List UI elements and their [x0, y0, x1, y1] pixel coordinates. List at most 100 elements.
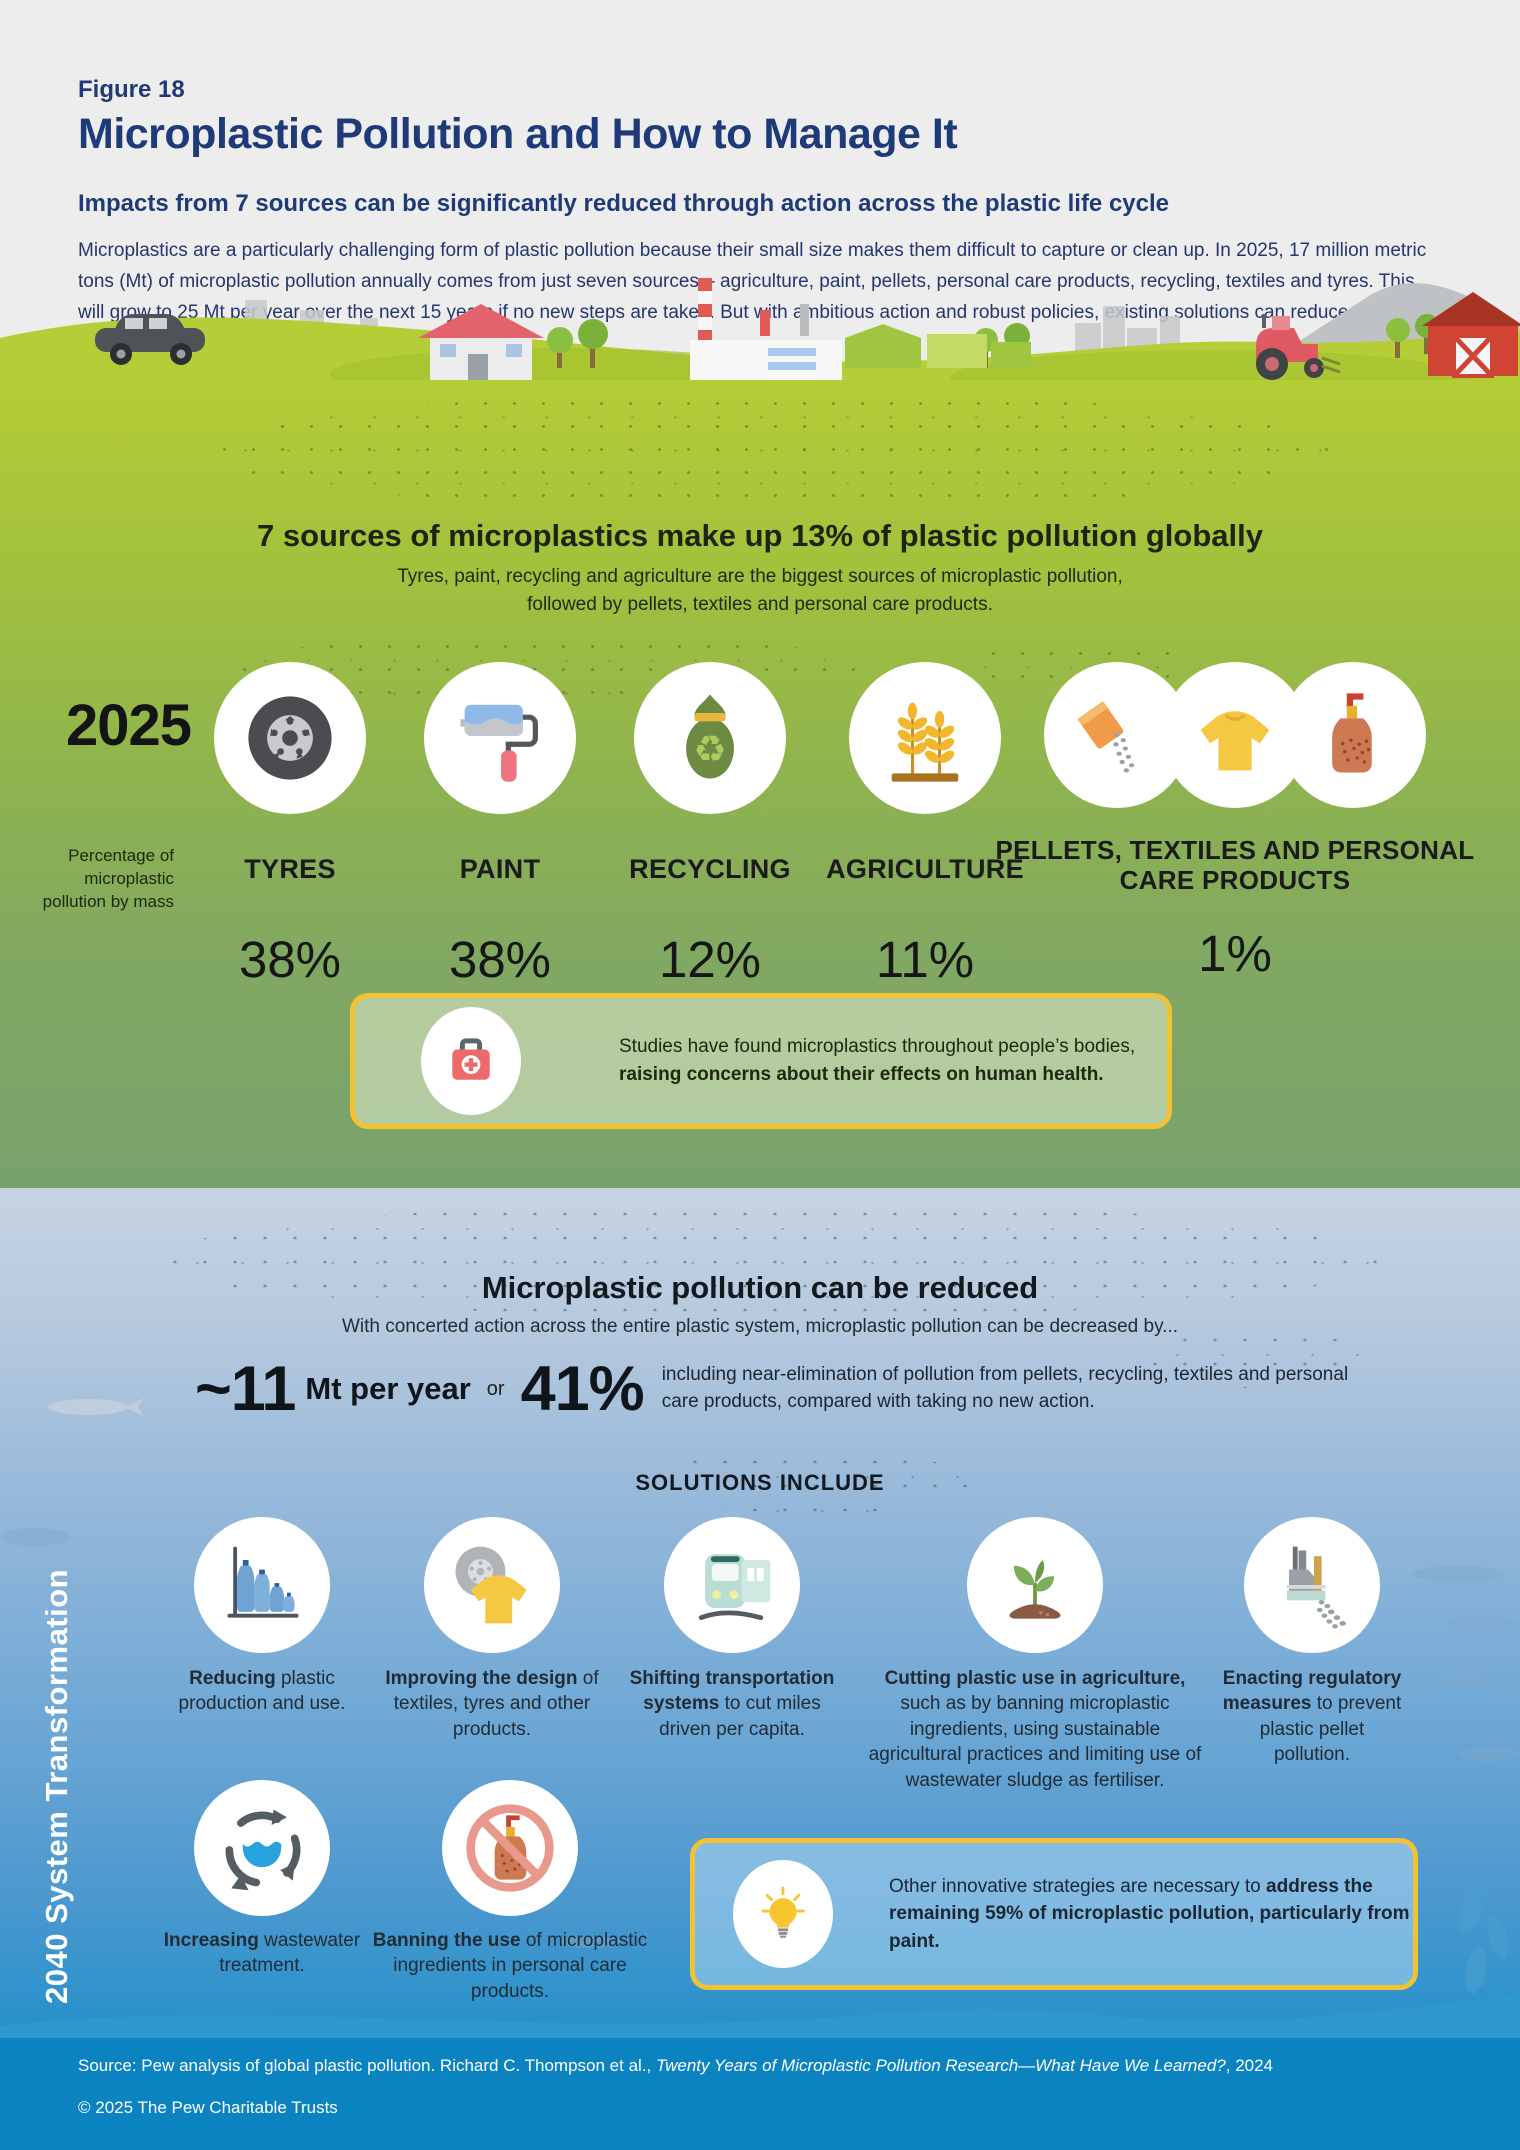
axis-label: Percentage of microplastic pollution by …: [42, 846, 174, 911]
health-note-text: Studies have found microplastics through…: [619, 1033, 1135, 1088]
sediment-blob: [560, 1936, 620, 1948]
solution-caption-bold: Increasing: [163, 1930, 259, 1951]
tractor-illustration: [1256, 314, 1341, 380]
solution-caption-rest: of textiles, tyres and other products.: [393, 1668, 599, 1740]
wheat-icon: [849, 662, 1001, 814]
source-value: 12%: [658, 931, 762, 988]
care-product-bottle-icon: [1280, 662, 1426, 808]
solution-item: [664, 1517, 800, 1653]
train-icon: [664, 1517, 800, 1653]
sediment-blob: [1412, 1566, 1504, 1582]
health-note-line2: raising concerns about their effects on …: [619, 1064, 1104, 1085]
footer-wave: [0, 1994, 1520, 2050]
shrinking-bottles-icon: [194, 1517, 330, 1653]
page-subtitle: Impacts from 7 sources can be significan…: [78, 190, 1170, 217]
scenery-illustration: [0, 278, 1520, 386]
health-note-line1: Studies have found microplastics through…: [619, 1036, 1136, 1058]
innovation-note: Other innovative strategies are necessar…: [690, 1838, 1418, 1990]
sediment-blob: [1424, 1674, 1508, 1689]
factory-pellets-icon: [1244, 1517, 1380, 1653]
source-column-recycling: ♻ RECYCLING 12%: [605, 662, 815, 989]
stat-description: including near-elimination of pollution …: [661, 1364, 1349, 1412]
source-value: 38%: [448, 931, 552, 988]
source-column-paint: PAINT 38%: [395, 662, 605, 989]
source-column-pellets-textiles-care: PELLETS, TEXTILES AND PERSONAL CARE PROD…: [985, 662, 1485, 983]
solution-item: [194, 1780, 330, 1916]
seedling-icon: [967, 1517, 1103, 1653]
source-prefix: Source: Pew analysis of global plastic p…: [78, 2056, 656, 2075]
solution-item: [967, 1517, 1103, 1653]
seaweed-illustration: [1459, 1883, 1509, 1994]
stat-amount: ~11: [195, 1354, 296, 1424]
solution-item: [442, 1780, 578, 1916]
tyre-and-sweater-icon: [424, 1517, 560, 1653]
figure-label: Figure 18: [78, 76, 185, 103]
pellets-sweater-bottle-icons: [985, 662, 1485, 808]
speckle-pattern: [160, 1202, 1380, 1318]
source-label: AGRICULTURE: [826, 854, 1024, 884]
solution-caption: Enacting regulatory measures to prevent …: [1222, 1666, 1402, 1768]
reduction-subheading: With concerted action across the entire …: [341, 1316, 1179, 1337]
stat-percent: 41%: [520, 1354, 645, 1424]
fish-icon: [48, 1398, 144, 1416]
solution-caption-bold: Reducing: [189, 1668, 276, 1689]
sources-subheading-line1: Tyres, paint, recycling and agriculture …: [397, 566, 1123, 587]
solution-caption: Improving the design of textiles, tyres …: [372, 1666, 612, 1742]
year-label: 2025: [66, 693, 192, 758]
source-label: RECYCLING: [629, 854, 791, 884]
source-column-tyres: TYRES 38%: [185, 662, 395, 989]
speckle-pattern: [210, 392, 1330, 510]
banned-bottle-icon: [442, 1780, 578, 1916]
solutions-heading: SOLUTIONS INCLUDE: [635, 1470, 885, 1495]
paint-roller-icon: [424, 662, 576, 814]
innovation-note-bold: address the remaining 59% of microplasti…: [889, 1875, 1410, 1952]
source-title: Twenty Years of Microplastic Pollution R…: [655, 2056, 1226, 2075]
solution-caption-rest: to prevent plastic pellet pollution.: [1259, 1693, 1402, 1766]
solution-caption-bold: Improving the design: [385, 1668, 578, 1689]
recycling-bag-icon: ♻: [634, 662, 786, 814]
solution-caption-bold: Enacting regulatory measures: [1222, 1668, 1402, 1715]
solution-item: [1244, 1517, 1380, 1653]
solution-caption-rest: to cut miles driven per capita.: [659, 1693, 821, 1740]
tyre-icon: [214, 662, 366, 814]
solution-caption: Cutting plastic use in agriculture, such…: [865, 1666, 1205, 1793]
solution-caption-rest: of microplastic ingredients in personal …: [393, 1930, 648, 2002]
solution-caption: Increasing wastewater treatment.: [157, 1928, 367, 1979]
solution-caption-bold: Cutting plastic use in agriculture,: [884, 1668, 1186, 1689]
sources-heading: 7 sources of microplastics make up 13% o…: [256, 518, 1264, 553]
reduction-heading: Microplastic pollution can be reduced: [481, 1270, 1039, 1305]
innovation-note-regular: Other innovative strategies are necessar…: [889, 1875, 1267, 1897]
solution-item: [194, 1517, 330, 1653]
car-illustration: [95, 314, 205, 365]
copyright: © 2025 The Pew Charitable Trusts: [78, 2098, 338, 2117]
solution-caption: Banning the use of microplastic ingredie…: [365, 1928, 655, 2004]
sediment-blob: [1446, 1616, 1516, 1630]
stat-conjunction: or: [486, 1377, 505, 1400]
sources-subheading-line2: followed by pellets, textiles and person…: [527, 594, 993, 615]
solution-caption-bold: Shifting transportation systems: [629, 1668, 835, 1715]
source-value: 38%: [238, 931, 342, 988]
sources-section: 7 sources of microplastics make up 13% o…: [0, 380, 1520, 1188]
source-value: 11%: [875, 931, 975, 988]
reduction-section: 2040 System Transformation Microplastic …: [0, 1188, 1520, 2150]
source-label: TYRES: [244, 854, 336, 884]
source-label: PELLETS, TEXTILES AND PERSONAL CARE PROD…: [995, 835, 1475, 895]
sediment-blob: [1458, 1748, 1520, 1761]
source-column-agriculture: AGRICULTURE 11%: [820, 662, 1030, 989]
solution-item: [424, 1517, 560, 1653]
source-suffix: , 2024: [1225, 2056, 1274, 2075]
solution-caption-rest: plastic production and use.: [178, 1668, 346, 1715]
source-value: 1%: [1198, 925, 1272, 982]
solution-caption-rest: wastewater treatment.: [219, 1930, 361, 1977]
health-note: Studies have found microplastics through…: [350, 993, 1172, 1129]
first-aid-icon: [421, 1007, 521, 1115]
reduction-stats: ~11 Mt per year or 41% including near-el…: [195, 1353, 1375, 1425]
solution-caption-bold: Banning the use: [372, 1930, 521, 1951]
page-title: Microplastic Pollution and How to Manage…: [78, 110, 958, 158]
innovation-note-text: Other innovative strategies are necessar…: [889, 1873, 1413, 1956]
sediment-blob: [0, 1528, 70, 1546]
svg-text:♻: ♻: [693, 727, 727, 771]
solution-caption-rest: such as by banning microplastic ingredie…: [868, 1693, 1202, 1791]
house-illustration: [418, 304, 544, 380]
